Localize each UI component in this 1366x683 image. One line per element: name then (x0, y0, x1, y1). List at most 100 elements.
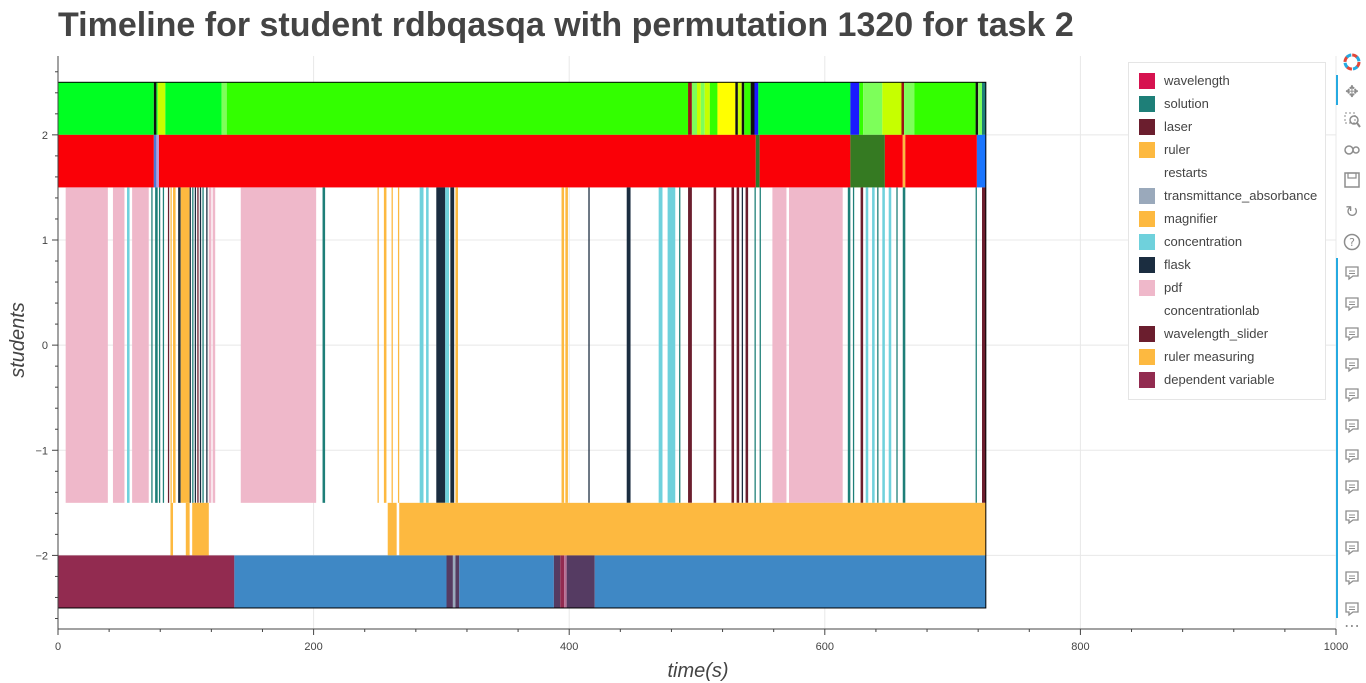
timeline-segment (658, 187, 663, 503)
timeline-segment (459, 555, 554, 608)
legend-swatch (1139, 233, 1155, 250)
chart-toolbar: ✥ ↻ ? ⋯ (1336, 50, 1366, 640)
toolbar-accent (1336, 75, 1338, 105)
timeline-segment (978, 82, 982, 135)
legend-swatch (1139, 371, 1155, 388)
timeline-segment (212, 187, 216, 503)
timeline-segment (865, 187, 869, 503)
hover-tool-icon[interactable] (1342, 507, 1362, 527)
timeline-segment (391, 187, 393, 503)
legend-item[interactable]: solution (1139, 92, 1209, 115)
timeline-segment (455, 555, 460, 608)
timeline-segment (132, 187, 149, 503)
toolbar-accent (1336, 258, 1338, 618)
hover-tool-icon[interactable] (1342, 538, 1362, 558)
hover-tool-icon[interactable] (1342, 385, 1362, 405)
legend-swatch (1139, 302, 1155, 319)
timeline-segment (914, 82, 976, 135)
timeline-segment (902, 187, 906, 503)
reset-icon[interactable]: ↻ (1345, 204, 1359, 221)
timeline-segment (754, 82, 759, 135)
legend-label: solution (1164, 96, 1209, 111)
y-tick-label: 1 (42, 235, 48, 247)
legend-label: ruler measuring (1164, 349, 1255, 364)
legend-item[interactable]: concentration (1139, 230, 1242, 253)
timeline-segment (759, 187, 761, 503)
hover-tool-icon[interactable] (1342, 416, 1362, 436)
legend-item[interactable]: magnifier (1139, 207, 1217, 230)
legend-item[interactable]: pdf (1139, 276, 1182, 299)
legend-swatch (1139, 325, 1155, 342)
legend-item[interactable]: dependent variable (1139, 368, 1275, 391)
timeline-segment (981, 187, 986, 503)
wheel-zoom-icon[interactable] (1342, 140, 1362, 160)
timeline-segment (859, 82, 864, 135)
legend-label: wavelength (1164, 73, 1230, 88)
timeline-segment (731, 187, 735, 503)
hover-tool-icon[interactable] (1342, 294, 1362, 314)
x-axis-label: time(s) (667, 660, 728, 682)
timeline-segment (847, 187, 851, 503)
legend-label: laser (1164, 119, 1193, 134)
timeline-segment (863, 82, 883, 135)
legend-item[interactable]: wavelength (1139, 69, 1230, 92)
legend-item[interactable]: laser (1139, 115, 1192, 138)
x-tick-label: 1000 (1324, 641, 1348, 653)
x-tick-label: 800 (1071, 641, 1089, 653)
save-icon[interactable] (1342, 170, 1362, 190)
timeline-segment (588, 187, 590, 503)
timeline-segment (772, 187, 787, 503)
x-tick-label: 400 (560, 641, 578, 653)
hover-tool-icon[interactable] (1342, 477, 1362, 497)
hover-tool-icon[interactable] (1342, 324, 1362, 344)
hover-tool-icon[interactable] (1342, 568, 1362, 588)
legend-label: concentrationlab (1164, 303, 1260, 318)
legend-item[interactable]: transmittance_absorbance (1139, 184, 1317, 207)
hover-tool-icon[interactable] (1342, 263, 1362, 283)
timeline-segment (446, 555, 453, 608)
legend-item[interactable]: wavelength_slider (1139, 322, 1268, 345)
timeline-segment (226, 82, 689, 135)
legend-item[interactable]: ruler (1139, 138, 1190, 161)
timeline-segment (688, 187, 692, 503)
timeline-segment (981, 82, 986, 135)
help-icon[interactable]: ? (1342, 232, 1362, 252)
timeline-segment (151, 187, 153, 503)
timeline-segment (158, 134, 756, 188)
timeline-segment (234, 555, 447, 608)
bokeh-logo-icon[interactable] (1342, 52, 1362, 72)
timeline-segment (975, 187, 977, 503)
timeline-segment (735, 82, 738, 135)
timeline-segment (754, 187, 756, 503)
legend-label: magnifier (1164, 211, 1218, 226)
timeline-segment (387, 502, 397, 556)
pan-icon[interactable]: ✥ (1345, 84, 1359, 101)
legend-item[interactable]: flask (1139, 253, 1191, 276)
box-zoom-icon[interactable] (1342, 110, 1362, 130)
hover-tool-icon[interactable] (1342, 599, 1362, 619)
hover-tool-icon[interactable] (1342, 446, 1362, 466)
timeline-segment (566, 555, 595, 608)
timeline-segment (419, 187, 424, 503)
hover-tool-icon[interactable] (1342, 355, 1362, 375)
legend-item[interactable]: restarts (1139, 161, 1207, 184)
timeline-segment (850, 82, 860, 135)
timeline-segment (206, 187, 208, 503)
more-tools-icon[interactable]: ⋯ (1344, 618, 1360, 635)
y-tick-label: −2 (35, 550, 48, 562)
timeline-segment (436, 187, 446, 503)
timeline-segment (127, 187, 130, 503)
timeline-segment (737, 82, 742, 135)
x-tick-label: 600 (816, 641, 834, 653)
timeline-segment (877, 187, 879, 503)
timeline-segment (888, 187, 892, 503)
legend-swatch (1139, 348, 1155, 365)
legend-label: ruler (1164, 142, 1191, 157)
timeline-segment (882, 82, 902, 135)
legend-item[interactable]: concentrationlab (1139, 299, 1259, 322)
timeline-segment (975, 82, 979, 135)
timeline-segment (564, 555, 567, 608)
timeline-segment (58, 555, 235, 608)
timeline-segment (789, 187, 843, 503)
legend-item[interactable]: ruler measuring (1139, 345, 1254, 368)
